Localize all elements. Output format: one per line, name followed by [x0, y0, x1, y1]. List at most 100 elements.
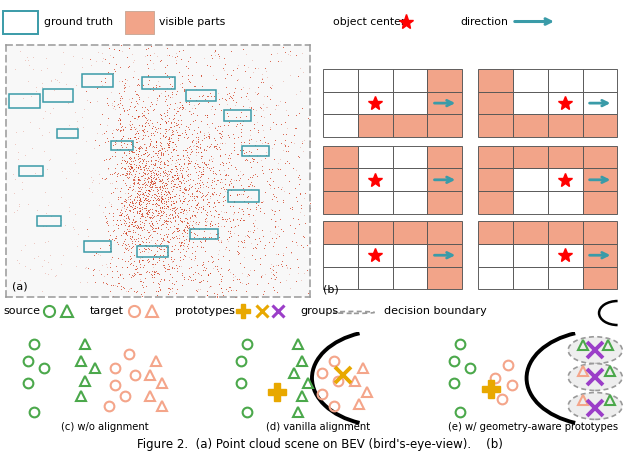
Point	[129, 196, 140, 203]
Point	[125, 207, 135, 214]
Point	[145, 169, 156, 177]
Point	[159, 97, 170, 104]
Point	[118, 125, 129, 132]
Point	[139, 261, 149, 269]
Point	[169, 122, 179, 130]
Point	[110, 105, 120, 112]
Point	[228, 198, 239, 205]
Point	[278, 77, 288, 84]
Point	[215, 152, 225, 159]
Point	[230, 327, 240, 334]
Point	[72, 117, 82, 125]
Point	[169, 118, 179, 125]
Point	[145, 180, 155, 188]
Point	[143, 106, 153, 113]
Point	[165, 124, 175, 131]
Point	[193, 144, 203, 151]
Point	[131, 130, 141, 137]
Point	[147, 219, 157, 226]
Point	[141, 194, 151, 201]
Point	[172, 121, 182, 128]
Point	[343, 91, 353, 98]
Point	[85, 99, 95, 106]
Point	[99, 79, 109, 86]
Point	[189, 141, 200, 149]
Point	[124, 167, 134, 174]
Point	[268, 190, 278, 198]
Point	[155, 135, 165, 142]
Point	[138, 150, 148, 158]
Point	[112, 205, 122, 212]
Point	[151, 176, 161, 183]
Point	[238, 210, 248, 217]
Point	[127, 28, 138, 35]
Point	[172, 224, 182, 231]
Point	[280, 143, 291, 150]
Point	[94, 266, 104, 274]
Point	[266, 269, 276, 276]
Point	[157, 261, 168, 269]
Point	[273, 159, 283, 167]
Point	[126, 170, 136, 178]
Point	[128, 345, 138, 352]
Point	[196, 193, 206, 200]
Point	[216, 135, 226, 142]
Point	[155, 231, 165, 238]
Point	[143, 166, 154, 173]
Point	[268, 266, 278, 274]
Point	[157, 183, 167, 191]
Point	[185, 9, 195, 16]
Point	[152, 195, 163, 202]
Point	[201, 160, 211, 167]
Point	[170, 277, 180, 284]
Point	[156, 204, 166, 211]
Point	[119, 165, 129, 172]
Point	[253, 64, 263, 71]
Point	[245, 266, 255, 274]
Point	[255, 260, 265, 268]
Point	[150, 191, 160, 198]
Point	[94, 179, 104, 186]
Point	[161, 119, 171, 126]
Point	[141, 128, 152, 135]
Point	[152, 288, 163, 295]
Point	[163, 117, 173, 125]
Point	[93, 201, 104, 208]
Point	[271, 120, 282, 128]
Point	[157, 116, 168, 123]
Point	[161, 198, 171, 205]
Point	[175, 240, 186, 247]
Point	[165, 193, 175, 200]
Point	[186, 158, 196, 165]
Point	[182, 151, 193, 159]
Point	[215, 129, 225, 136]
Point	[201, 183, 211, 190]
Point	[220, 246, 230, 253]
Point	[177, 174, 188, 181]
Point	[150, 201, 161, 208]
Point	[39, 148, 49, 155]
Point	[212, 237, 223, 244]
Point	[282, 124, 292, 131]
Point	[150, 160, 160, 168]
Point	[337, 205, 347, 212]
Point	[115, 193, 125, 200]
Point	[176, 262, 186, 270]
Point	[234, 205, 244, 212]
Point	[230, 308, 241, 315]
Point	[172, 268, 182, 275]
Bar	[323, 244, 358, 266]
Point	[177, 229, 188, 236]
Point	[162, 147, 172, 154]
Point	[170, 163, 180, 170]
Point	[193, 199, 204, 207]
Point	[177, 180, 187, 187]
Point	[129, 173, 139, 180]
Point	[185, 301, 195, 308]
Point	[150, 183, 160, 191]
Point	[193, 383, 203, 390]
Point	[151, 82, 161, 89]
Point	[158, 178, 168, 185]
Point	[161, 213, 171, 220]
Point	[138, 180, 148, 187]
